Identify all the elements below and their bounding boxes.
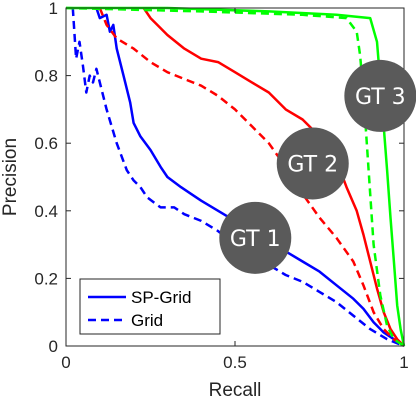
annotation-circle (344, 59, 416, 132)
annotation-circle (276, 127, 349, 200)
series-line-gt1-solid (95, 7, 405, 348)
annotation-circle (219, 201, 292, 274)
annotation-badge-gt2: GT 2 (276, 127, 349, 200)
annotation-label: GT 2 (287, 152, 338, 177)
series-line-gt1-dashed (71, 7, 405, 348)
y-tick-label: 0.2 (34, 269, 58, 288)
x-axis-label: Recall (209, 380, 262, 401)
ticks-layer: 0 0.5 1 0 0.2 0.4 0.6 0.8 1 (34, 0, 408, 372)
annotation-label: GT 1 (230, 227, 281, 252)
x-tick-label: 1 (399, 353, 408, 372)
series-line-gt2-dashed (98, 7, 405, 348)
annotation-badge-gt1: GT 1 (219, 201, 292, 274)
legend-label-sp-grid: SP-Grid (131, 288, 191, 307)
x-tick-label: 0 (61, 353, 70, 372)
legend-box (79, 278, 221, 335)
legend: SP-Grid Grid (79, 278, 221, 335)
y-tick-label: 1 (49, 0, 58, 18)
y-axis-label: Precision (0, 138, 21, 216)
series-line-gt2-solid (142, 7, 405, 347)
annotation-layer: GT 1 GT 2 GT 3 (219, 59, 416, 274)
y-tick-label: 0.8 (34, 67, 58, 86)
annotation-badge-gt3: GT 3 (344, 59, 416, 132)
annotation-label: GT 3 (355, 85, 406, 110)
y-tick-label: 0 (49, 337, 58, 356)
y-tick-label: 0.4 (34, 202, 58, 221)
y-tick-label: 0.6 (34, 134, 58, 153)
legend-label-grid: Grid (131, 311, 163, 330)
x-tick-label: 0.5 (223, 353, 247, 372)
